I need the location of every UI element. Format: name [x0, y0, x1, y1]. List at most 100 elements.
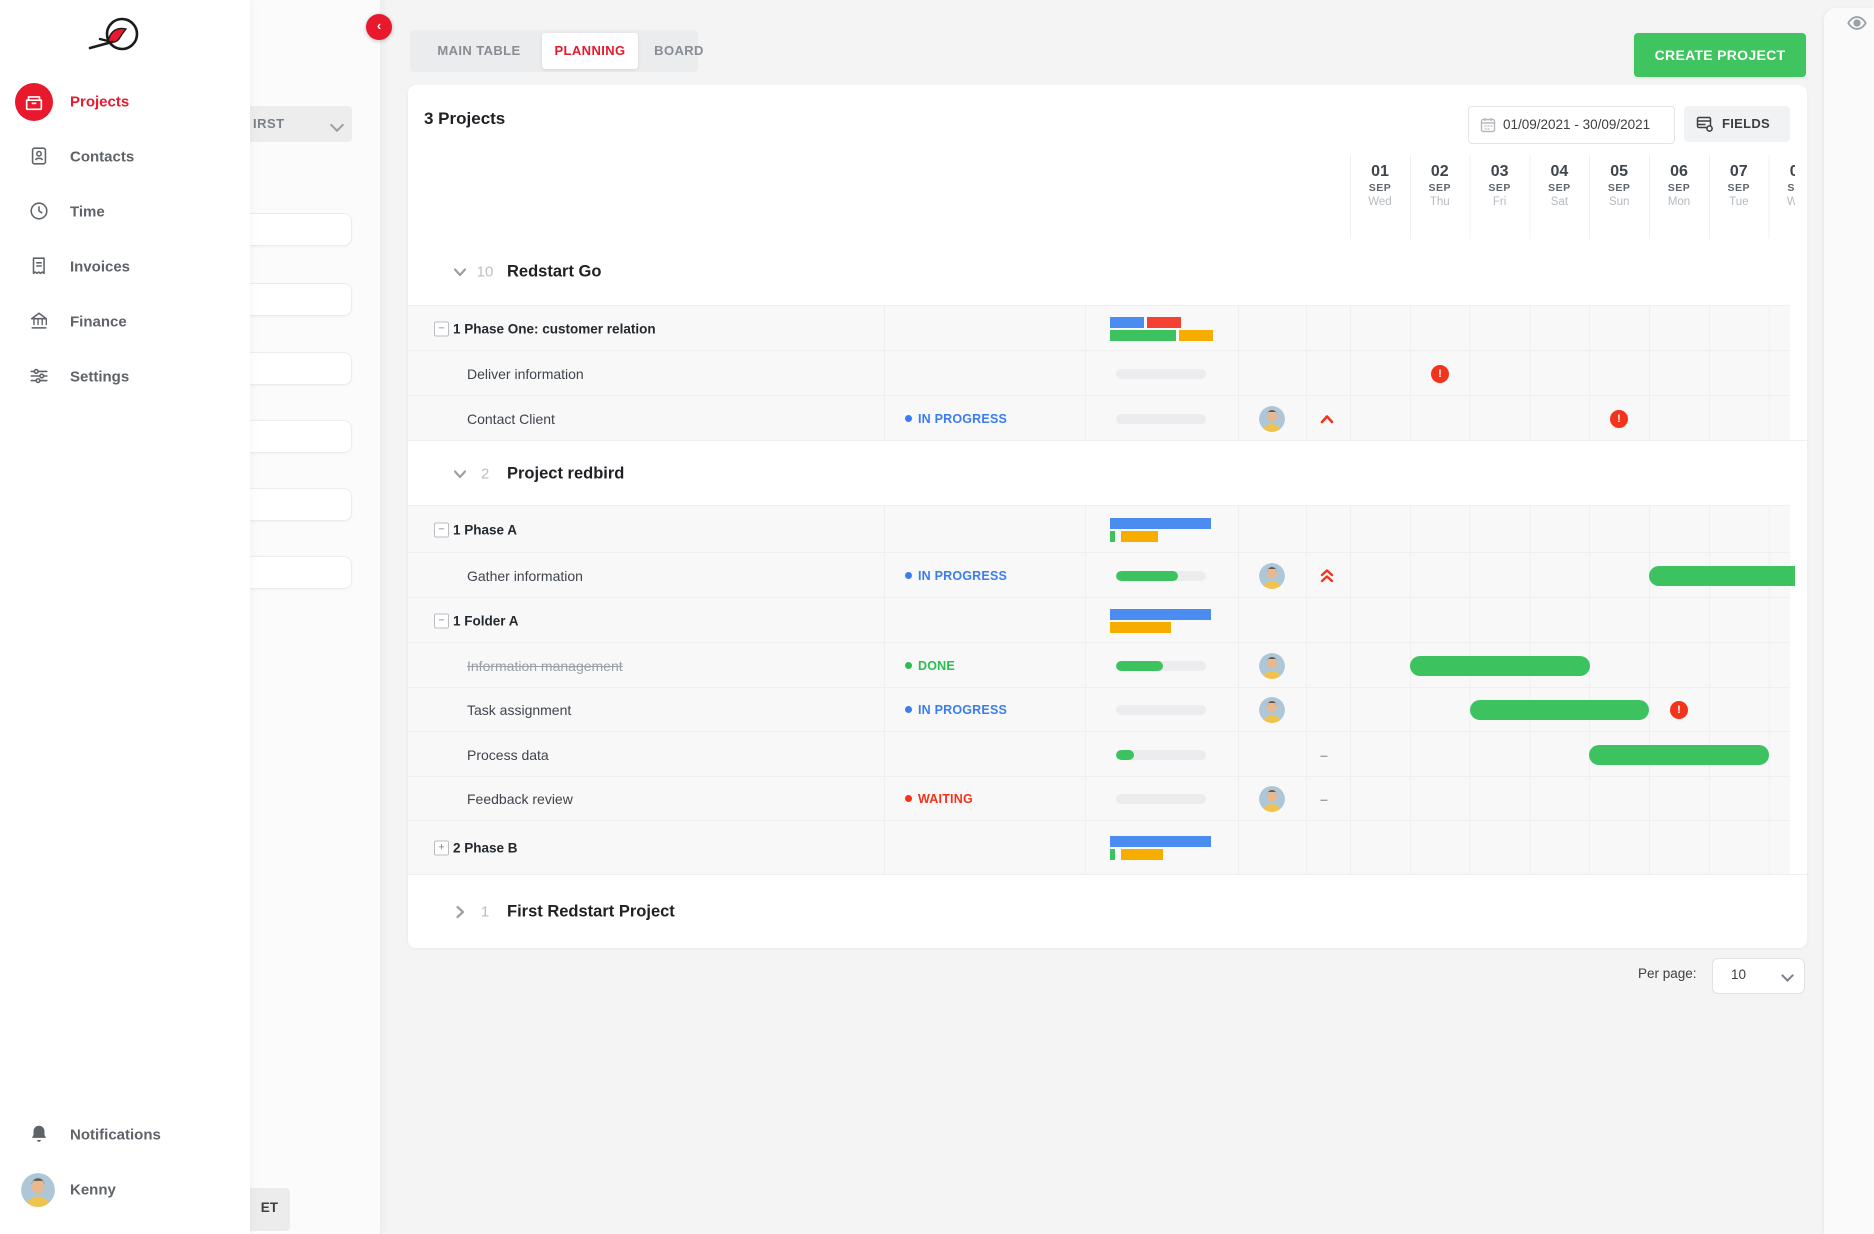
task-name[interactable]: Gather information	[467, 567, 583, 584]
sidebar-item-projects[interactable]: Projects	[0, 80, 250, 124]
fields-icon	[1696, 116, 1713, 132]
priority-highest-icon[interactable]	[1320, 568, 1334, 584]
phase-row: − 1 Phase A	[408, 505, 1790, 553]
stat-bar-orange	[1179, 330, 1213, 341]
sidebar-item-invoices[interactable]: Invoices	[0, 245, 250, 289]
assignee-avatar[interactable]	[1259, 786, 1285, 812]
invoice-icon	[28, 255, 52, 279]
chevron-down-icon	[329, 117, 345, 133]
date-range-picker[interactable]: 01/09/2021 - 30/09/2021	[1468, 106, 1675, 144]
chevron-down-icon[interactable]	[452, 264, 468, 280]
task-row: Feedback review WAITING –	[408, 776, 1790, 821]
group-title[interactable]: First Redstart Project	[507, 902, 675, 921]
gantt-bar[interactable]	[1649, 565, 1795, 586]
priority-none-icon[interactable]: –	[1320, 791, 1328, 807]
redstart-logo-icon[interactable]	[78, 12, 150, 64]
group-count: 2	[480, 465, 490, 482]
stat-bar-green	[1110, 531, 1115, 542]
task-name[interactable]: Information management	[467, 657, 623, 674]
group-row: 1 First Redstart Project	[408, 874, 1807, 948]
phase-row: − 1 Phase One: customer relation	[408, 305, 1790, 351]
bank-icon	[28, 310, 52, 334]
progress-bar	[1116, 794, 1206, 804]
stat-bar-blue	[1110, 317, 1144, 328]
projects-count: 3 Projects	[424, 109, 506, 128]
task-name[interactable]: Deliver information	[467, 365, 584, 382]
status-badge[interactable]: IN PROGRESS	[905, 569, 1007, 583]
sidebar-item-label: Notifications	[70, 1126, 161, 1144]
expand-plus-icon[interactable]: +	[434, 840, 449, 856]
sidebar-item-time[interactable]: Time	[0, 190, 250, 234]
sidebar-item-notifications[interactable]: Notifications	[0, 1113, 250, 1157]
status-badge[interactable]: IN PROGRESS	[905, 703, 1007, 717]
group-title[interactable]: Project redbird	[507, 464, 625, 482]
panel-collapse-button[interactable]: ‹	[366, 14, 392, 40]
stat-bar-blue	[1110, 518, 1211, 529]
sidebar-item-finance[interactable]: Finance	[0, 300, 250, 344]
sort-dropdown-value: IRST	[253, 116, 285, 131]
stat-bar-green	[1110, 330, 1176, 341]
assignee-avatar[interactable]	[1259, 653, 1285, 679]
collapse-minus-icon[interactable]: −	[434, 522, 449, 537]
priority-none-icon[interactable]: –	[1320, 746, 1328, 763]
tab-board[interactable]: BOARD	[654, 43, 704, 58]
task-row: Gather information IN PROGRESS	[408, 552, 1795, 598]
alert-icon[interactable]: !	[1670, 701, 1688, 719]
task-name[interactable]: Feedback review	[467, 791, 573, 807]
collapse-minus-icon[interactable]: −	[434, 613, 449, 628]
task-name[interactable]: Task assignment	[467, 702, 572, 718]
create-project-button[interactable]: CREATE PROJECT	[1634, 33, 1806, 77]
sidebar-item-label: Invoices	[70, 258, 131, 276]
gantt-bar[interactable]	[1589, 744, 1769, 765]
sidebar-user[interactable]: Kenny	[0, 1168, 250, 1212]
fields-button[interactable]: FIELDS	[1684, 106, 1790, 142]
status-badge[interactable]: WAITING	[905, 792, 973, 806]
gantt-bar[interactable]	[1410, 655, 1590, 676]
day-column-header: 02 SEP Thu	[1428, 163, 1452, 208]
stat-bar-orange	[1110, 622, 1171, 633]
task-name[interactable]: Contact Client	[467, 410, 555, 427]
tab-main-table[interactable]: MAIN TABLE	[437, 43, 521, 58]
progress-bar	[1116, 749, 1206, 760]
group-count: 1	[480, 903, 490, 921]
day-column-header: 01 SEP Wed	[1368, 163, 1392, 208]
task-row: Task assignment IN PROGRESS !	[408, 687, 1790, 732]
stat-bar-orange	[1121, 849, 1163, 860]
day-column-header: 04 SEP Sat	[1548, 163, 1571, 208]
assignee-avatar[interactable]	[1259, 406, 1285, 432]
chevron-right-icon[interactable]	[452, 904, 468, 920]
chevron-down-icon[interactable]	[452, 466, 468, 482]
assignee-avatar[interactable]	[1259, 563, 1285, 589]
task-row: Information management DONE	[408, 642, 1790, 688]
progress-bar	[1116, 368, 1206, 379]
stat-bar-orange	[1121, 531, 1158, 542]
phase-name[interactable]: 1 Phase A	[453, 522, 518, 537]
sidebar-item-contacts[interactable]: Contacts	[0, 135, 250, 179]
collapse-minus-icon[interactable]: −	[434, 321, 449, 336]
alert-icon[interactable]: !	[1431, 364, 1449, 383]
stat-bar-blue	[1110, 609, 1211, 620]
priority-high-icon[interactable]	[1320, 411, 1334, 427]
phase-name[interactable]: 1 Phase One: customer relation	[453, 321, 656, 336]
stat-bar-blue	[1110, 836, 1211, 847]
assignee-avatar[interactable]	[1259, 697, 1285, 723]
alert-icon[interactable]: !	[1610, 409, 1628, 428]
sidebar-item-label: Projects	[70, 93, 130, 111]
gantt-bar[interactable]	[1470, 700, 1649, 720]
sidebar: Projects Contacts Time Invoices	[0, 0, 250, 1234]
group-title[interactable]: Redstart Go	[507, 262, 602, 281]
per-page-value: 10	[1731, 967, 1747, 982]
sidebar-item-settings[interactable]: Settings	[0, 355, 250, 399]
date-range-value: 01/09/2021 - 30/09/2021	[1503, 117, 1651, 132]
phase-name[interactable]: 1 Folder A	[453, 613, 519, 628]
bell-icon	[28, 1123, 52, 1147]
eye-icon[interactable]	[1846, 12, 1868, 34]
tab-planning[interactable]: PLANNING	[542, 33, 638, 69]
task-name[interactable]: Process data	[467, 746, 549, 763]
per-page-label: Per page:	[1638, 966, 1697, 981]
status-badge[interactable]: DONE	[905, 659, 955, 673]
progress-bar	[1116, 705, 1206, 715]
status-badge[interactable]: IN PROGRESS	[905, 412, 1007, 426]
phase-name[interactable]: 2 Phase B	[453, 840, 518, 856]
per-page-select[interactable]: 10	[1712, 958, 1805, 994]
